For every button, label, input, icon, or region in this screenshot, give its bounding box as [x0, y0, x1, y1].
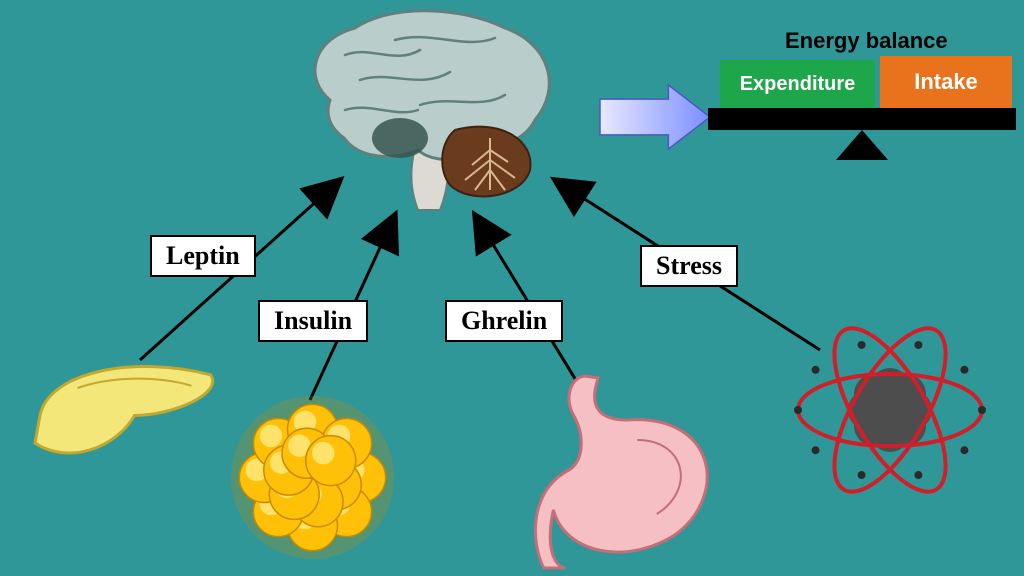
energy-balance-title: Energy balance	[785, 28, 948, 54]
output-arrow-icon	[600, 85, 710, 149]
stress-icon	[794, 312, 986, 507]
balance-fulcrum-icon	[836, 130, 888, 160]
intake-box: Intake	[880, 56, 1012, 108]
expenditure-box: Expenditure	[720, 60, 875, 108]
ghrelin-icon	[535, 376, 707, 568]
stress-label: Stress	[640, 245, 738, 287]
balance-bar	[708, 108, 1016, 130]
insulin-label: Insulin	[258, 300, 368, 342]
insulin-icon	[231, 396, 394, 559]
leptin-icon	[35, 367, 213, 454]
brain-icon	[315, 11, 549, 210]
ghrelin-label: Ghrelin	[445, 300, 563, 342]
diagram-canvas: LeptinInsulin Ghrelin Stress Energy balance…	[0, 0, 1024, 576]
leptin-label: Leptin	[150, 235, 256, 277]
